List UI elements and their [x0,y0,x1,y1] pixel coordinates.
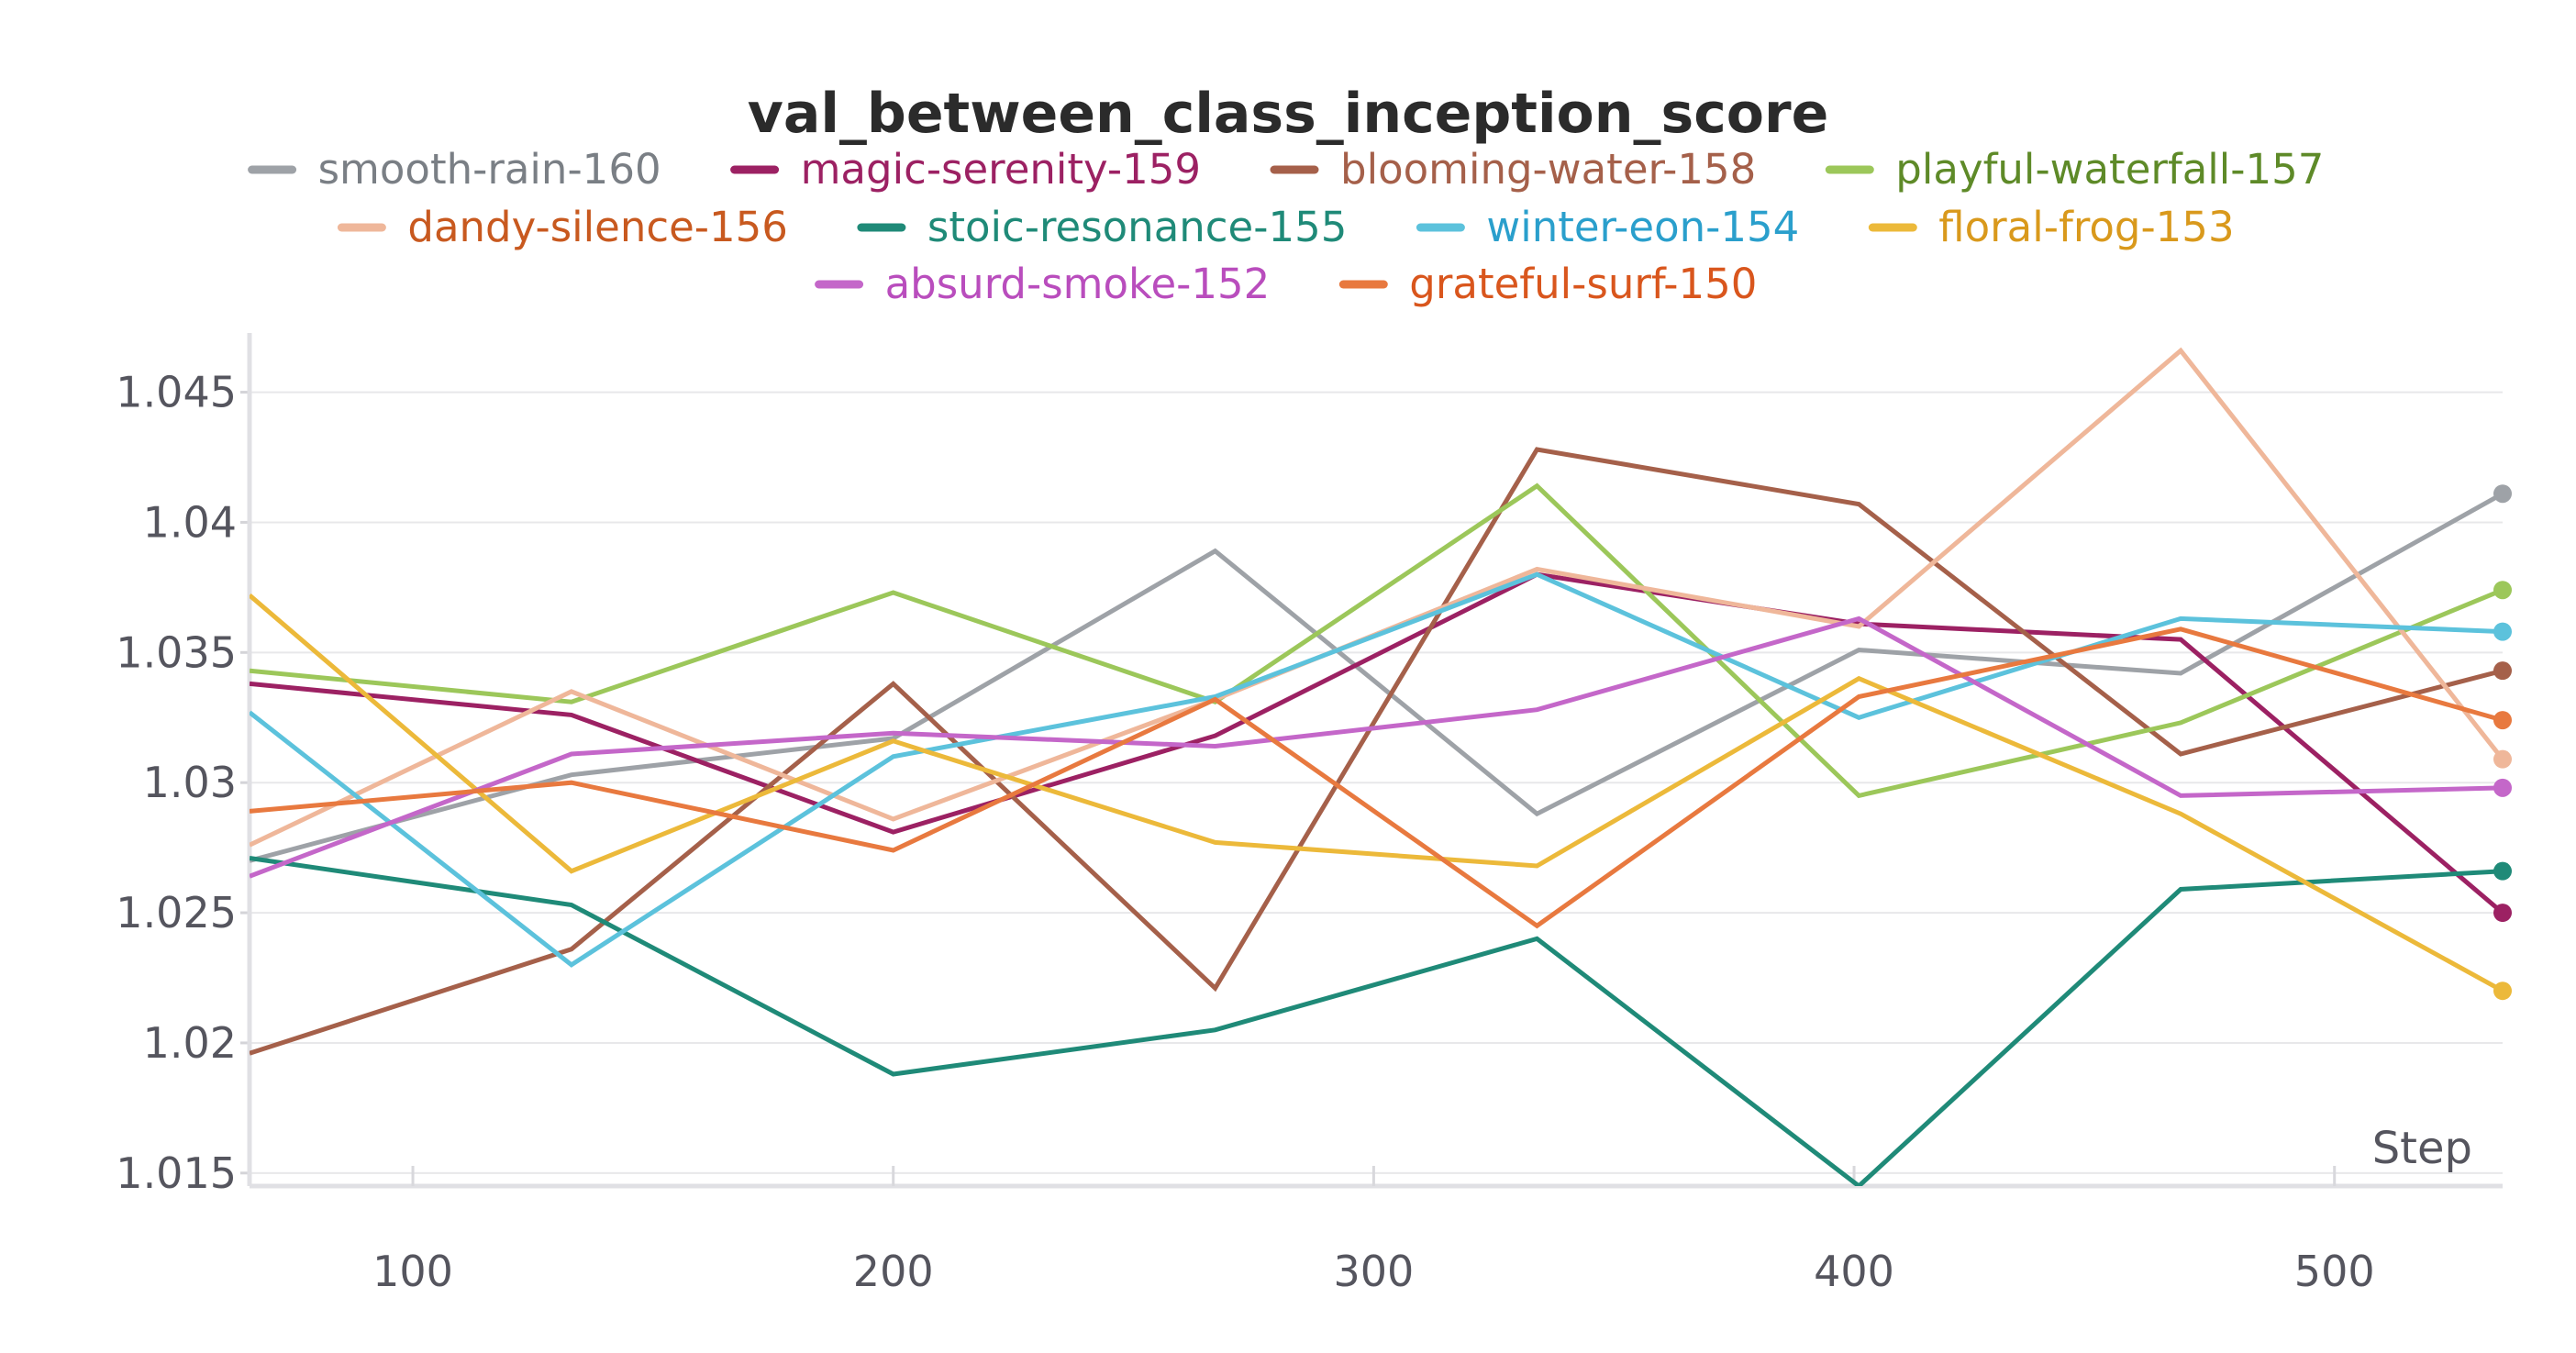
series-end-point-absurd-smoke-152 [2493,778,2512,797]
legend-label: grateful-surf-150 [1409,260,1757,308]
series-line-floral-frog-153 [250,593,2504,993]
series-line-grateful-surf-150 [250,627,2504,929]
series-end-point-stoic-resonance-155 [2493,861,2512,881]
x-tick-label: 300 [1333,1247,1414,1296]
legend-label: absurd-smoke-152 [885,260,1271,308]
series-line-playful-waterfall-157 [250,482,2504,799]
y-tick-label: 1.02 [143,1018,237,1068]
legend-label: floral-frog-153 [1938,203,2234,251]
series-end-point-winter-eon-154 [2493,622,2512,641]
series-line-blooming-water-158 [250,447,2504,1056]
series-line-smooth-rain-160 [250,492,2504,863]
gridlines [250,391,2503,1174]
series-line-absurd-smoke-152 [250,616,2504,879]
x-tick-label: 100 [372,1247,453,1296]
legend-label: magic-serenity-159 [801,145,1201,194]
legend-label: stoic-resonance-155 [927,203,1347,251]
legend-item-magic-serenity-159: magic-serenity-159 [730,145,1201,194]
series-lines [250,347,2504,1186]
y-tick-label: 1.025 [116,888,237,937]
axes: 1.015 1.02 1.025 1.03 1.035 1.04 1.045 100 200 30… [116,333,2503,1296]
series-end-point-dandy-silence-156 [2493,749,2512,769]
legend-label: winter-eon-154 [1486,203,1799,251]
y-tick-label: 1.04 [143,497,237,547]
legend-item-grateful-surf-150: grateful-surf-150 [1338,260,1757,308]
x-axis-label: Step [2372,1123,2472,1174]
series-end-point-grateful-surf-150 [2493,711,2512,730]
chart-title: val_between_class_inception_score [748,82,1829,146]
series-end-point-smooth-rain-160 [2493,484,2512,504]
legend-label: blooming-water-158 [1340,145,1756,194]
x-tick-label: 400 [1814,1247,1894,1296]
series-end-point-playful-waterfall-157 [2493,581,2512,600]
y-tick-label: 1.03 [143,758,237,807]
y-tick-label: 1.015 [116,1148,237,1198]
legend-item-absurd-smoke-152: absurd-smoke-152 [815,260,1271,308]
legend-label: playful-waterfall-157 [1895,145,2324,194]
legend-item-floral-frog-153: floral-frog-153 [1868,203,2235,251]
y-tick-label: 1.035 [116,627,237,677]
legend-label: dandy-silence-156 [407,203,788,251]
legend: smooth-rain-160 magic-serenity-159 bloomin… [248,145,2324,308]
legend-label: smooth-rain-160 [318,145,661,194]
x-tick-label: 200 [853,1247,934,1296]
series-end-point-blooming-water-158 [2493,661,2512,681]
series-end-point-floral-frog-153 [2493,981,2512,1001]
series-line-stoic-resonance-155 [250,856,2504,1186]
legend-item-stoic-resonance-155: stoic-resonance-155 [857,203,1347,251]
legend-item-blooming-water-158: blooming-water-158 [1270,145,1756,194]
x-tick-label: 500 [2294,1247,2375,1296]
series-line-winter-eon-154 [250,571,2504,968]
legend-item-dandy-silence-156: dandy-silence-156 [337,203,788,251]
legend-item-smooth-rain-160: smooth-rain-160 [248,145,661,194]
legend-item-playful-waterfall-157: playful-waterfall-157 [1825,145,2324,194]
series-end-markers [2493,484,2512,1001]
y-tick-label: 1.045 [116,368,237,417]
series-end-point-magic-serenity-159 [2493,904,2512,923]
legend-item-winter-eon-154: winter-eon-154 [1416,203,1799,251]
